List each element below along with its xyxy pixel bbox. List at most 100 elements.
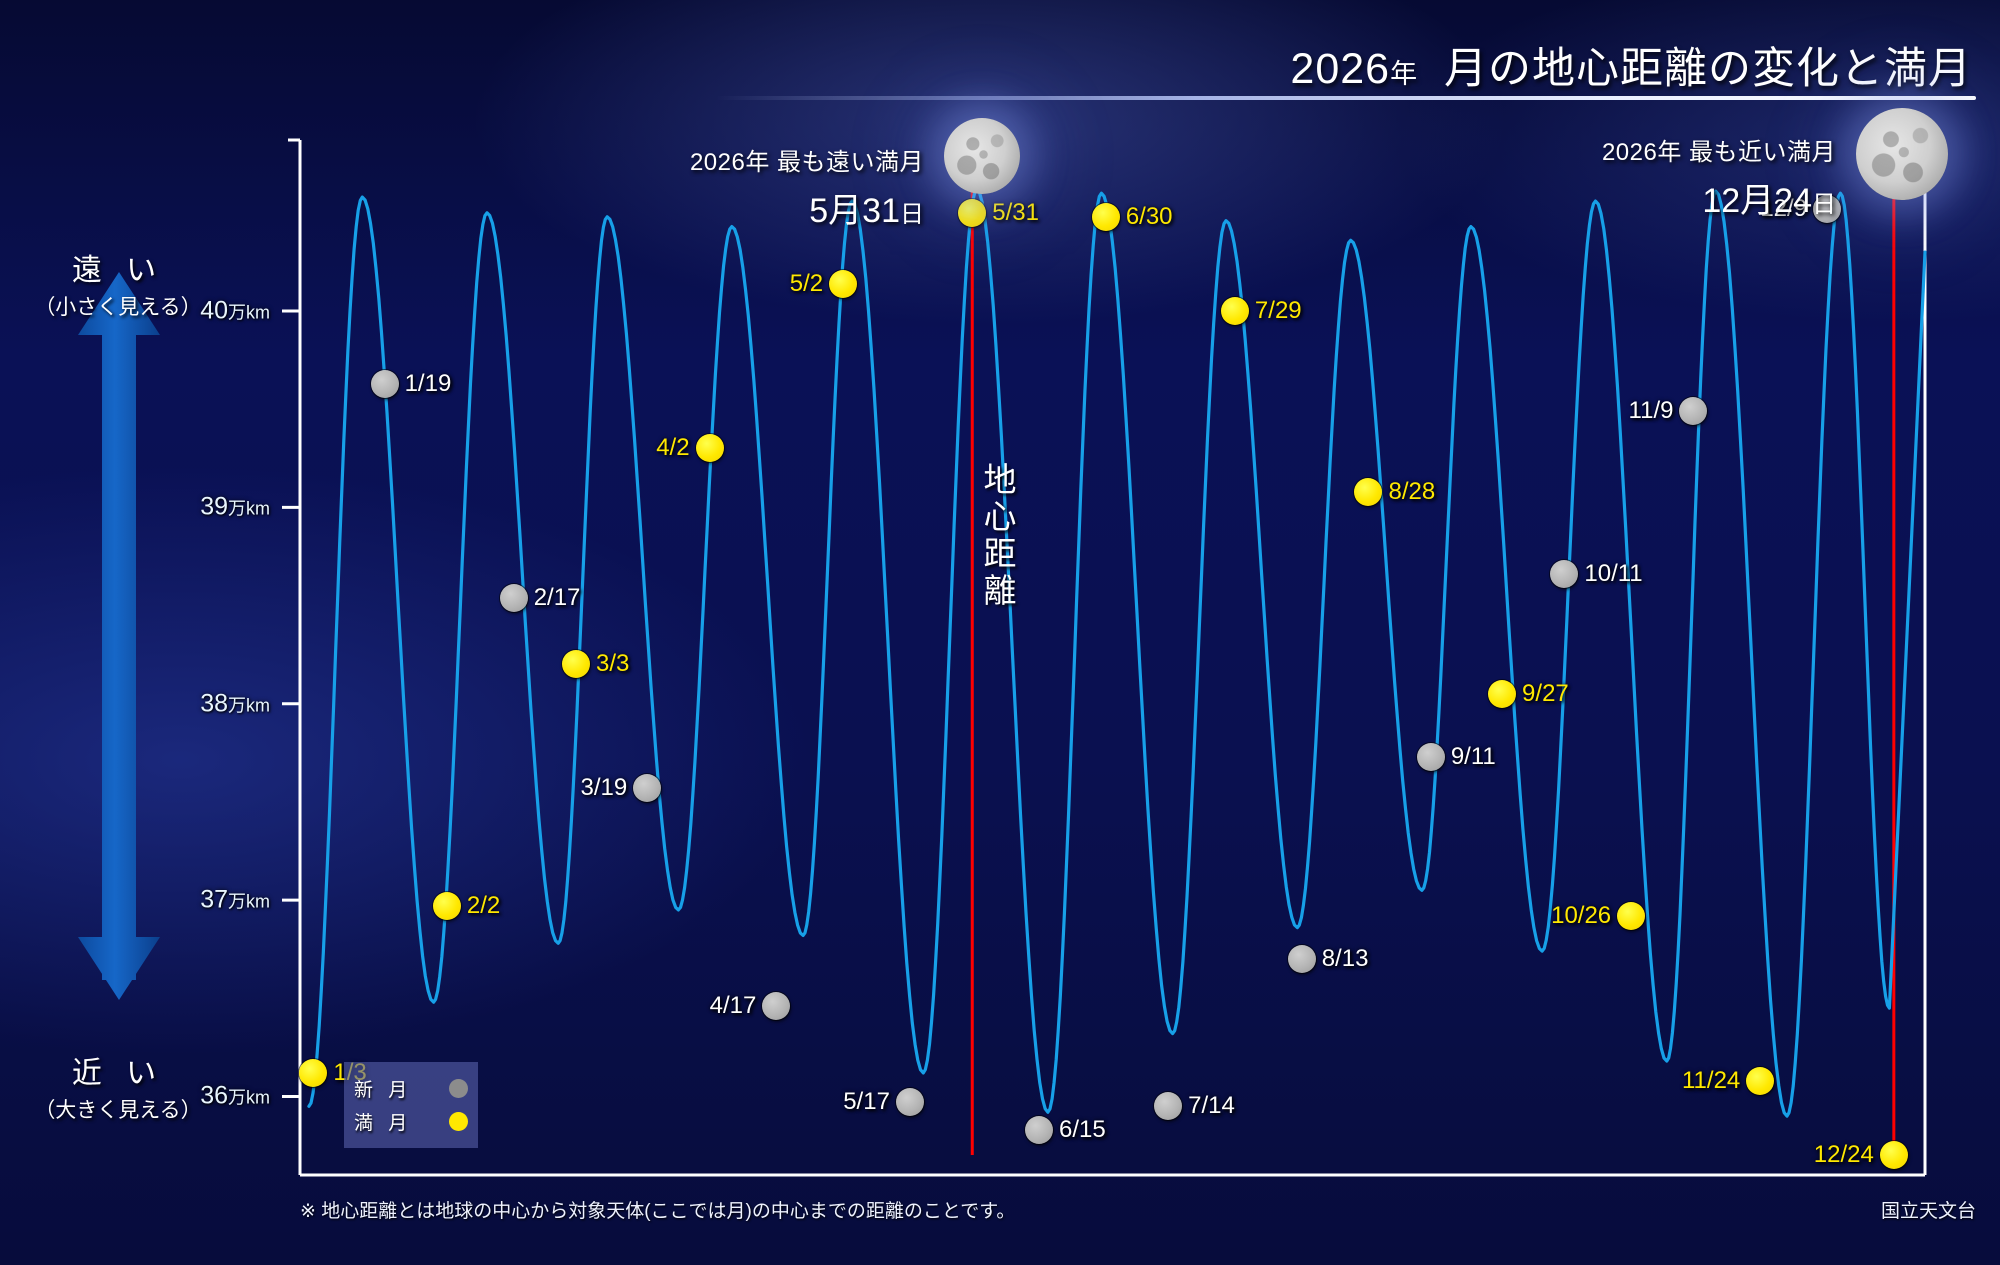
moon-marker-11-24[interactable]: 11/24 <box>1682 1066 1775 1095</box>
legend: 新 月 満 月 <box>344 1062 478 1148</box>
full-moon-icon <box>449 1112 468 1131</box>
y-tick-value: 39 <box>200 492 228 521</box>
moon-marker-9-27[interactable]: 9/27 <box>1488 679 1569 708</box>
moon-marker-2-17[interactable]: 2/17 <box>499 583 580 612</box>
moon-marker-12-24[interactable]: 12/24 <box>1814 1141 1908 1170</box>
moon-marker-10-11[interactable]: 10/11 <box>1550 560 1643 589</box>
y-tick-value: 37 <box>200 885 228 914</box>
full-moon-icon <box>1746 1066 1775 1095</box>
moon-marker-8-13[interactable]: 8/13 <box>1287 945 1368 973</box>
moon-marker-6-15[interactable]: 6/15 <box>1025 1115 1106 1144</box>
title-year-unit: 年 <box>1390 59 1419 89</box>
y-tick-unit: 万km <box>228 302 270 323</box>
page-title: 2026年 月の地心距離の変化と満月 <box>1290 34 1972 96</box>
near-sublabel: （大きく見える） <box>34 1099 202 1122</box>
moon-marker-5-2[interactable]: 5/2 <box>790 269 858 298</box>
moon-date-label: 1/19 <box>404 369 452 397</box>
moon-date-label: 3/19 <box>580 774 628 802</box>
y-tick-value: 38 <box>200 689 228 718</box>
moon-date-label: 6/30 <box>1125 202 1173 230</box>
callout-title: 2026年 最も遠い満月 <box>689 149 924 176</box>
moon-marker-12-9[interactable]: 12/9 <box>1760 194 1842 223</box>
moon-marker-11-9[interactable]: 11/9 <box>1629 397 1708 426</box>
moon-marker-8-28[interactable]: 8/28 <box>1354 477 1435 506</box>
y-tick-label: 36万km <box>200 1082 270 1111</box>
far-label: 遠 い <box>71 254 165 287</box>
moon-date-label: 5/2 <box>789 269 824 297</box>
title-underline <box>716 96 1976 100</box>
moon-marker-5-17[interactable]: 5/17 <box>843 1088 924 1117</box>
new-moon-icon <box>1416 742 1445 771</box>
callout-date: 5月31日 <box>809 192 924 230</box>
new-moon-icon <box>449 1079 468 1098</box>
y-tick-label: 40万km <box>200 297 270 326</box>
full-moon-icon <box>299 1058 328 1087</box>
moon-date-label: 7/14 <box>1188 1092 1235 1120</box>
moon-date-label: 11/24 <box>1681 1066 1741 1094</box>
legend-label-new-moon: 新 月 <box>354 1080 413 1101</box>
full-moon-icon <box>695 434 724 463</box>
near-label: 近 い <box>71 1057 165 1090</box>
y-tick-value: 36 <box>200 1081 228 1110</box>
new-moon-icon <box>1550 560 1579 589</box>
near-direction-label: 近 い （大きく見える） <box>0 1048 248 1124</box>
moon-date-label: 4/2 <box>656 434 690 462</box>
moon-date-label: 8/28 <box>1388 477 1436 505</box>
y-tick-unit: 万km <box>228 1087 270 1108</box>
moon-marker-10-26[interactable]: 10/26 <box>1551 901 1646 930</box>
moon-date-label: 10/11 <box>1584 560 1643 588</box>
full-moon-icon <box>1091 202 1120 231</box>
moon-marker-7-14[interactable]: 7/14 <box>1154 1092 1235 1121</box>
new-moon-icon <box>370 369 399 398</box>
full-moon-icon <box>1488 679 1517 708</box>
new-moon-icon <box>762 992 791 1021</box>
moon-date-label: 11/9 <box>1628 397 1674 425</box>
new-moon-icon <box>633 774 662 803</box>
moon-marker-1-19[interactable]: 1/19 <box>370 369 451 398</box>
callout-moon-image-farthest <box>944 118 1020 194</box>
new-moon-icon <box>1287 945 1316 973</box>
moon-date-label: 4/17 <box>709 992 757 1020</box>
moon-date-label: 2/2 <box>466 891 501 919</box>
y-tick-value: 40 <box>200 296 228 325</box>
moon-date-label: 8/13 <box>1321 945 1369 972</box>
moon-date-label: 10/26 <box>1551 901 1612 929</box>
moon-date-label: 12/24 <box>1813 1141 1874 1169</box>
new-moon-icon <box>1025 1115 1054 1144</box>
far-direction-label: 遠 い （小さく見える） <box>0 245 248 321</box>
full-moon-icon <box>1617 901 1646 930</box>
new-moon-icon <box>1813 194 1842 223</box>
moon-marker-3-19[interactable]: 3/19 <box>581 774 662 803</box>
moon-marker-9-11[interactable]: 9/11 <box>1416 742 1496 771</box>
legend-item-new-moon: 新 月 <box>354 1075 468 1102</box>
moon-marker-6-30[interactable]: 6/30 <box>1091 202 1173 231</box>
callout-date: 12月24日 <box>1702 182 1836 220</box>
credit: 国立天文台 <box>1880 1201 1976 1222</box>
callout-title: 2026年 最も近い満月 <box>1601 139 1836 166</box>
new-moon-icon <box>1154 1092 1183 1121</box>
callout-nearest: 2026年 最も近い満月 12月24日 <box>1426 132 1836 222</box>
y-tick-unit: 万km <box>228 891 270 912</box>
moon-marker-2-2[interactable]: 2/2 <box>432 891 500 920</box>
moon-date-label: 12/9 <box>1760 194 1808 222</box>
full-moon-icon <box>1354 477 1383 506</box>
moon-marker-4-17[interactable]: 4/17 <box>710 992 791 1021</box>
moon-marker-5-31[interactable]: 5/31 <box>958 198 1039 227</box>
full-moon-icon <box>829 269 858 298</box>
full-moon-icon <box>1879 1141 1908 1170</box>
moon-date-label: 6/15 <box>1059 1115 1106 1143</box>
moon-marker-7-29[interactable]: 7/29 <box>1220 297 1302 325</box>
callout-farthest: 2026年 最も遠い満月 5月31日 <box>514 142 924 232</box>
moon-marker-3-3[interactable]: 3/3 <box>562 650 629 679</box>
full-moon-icon <box>1220 297 1249 325</box>
moon-date-label: 9/11 <box>1450 742 1496 770</box>
y-tick-label: 39万km <box>200 493 270 522</box>
moon-marker-4-2[interactable]: 4/2 <box>656 434 724 463</box>
y-tick-label: 38万km <box>200 689 270 718</box>
far-sublabel: （小さく見える） <box>34 296 202 319</box>
full-moon-icon <box>562 650 591 679</box>
y-tick-unit: 万km <box>228 695 270 716</box>
